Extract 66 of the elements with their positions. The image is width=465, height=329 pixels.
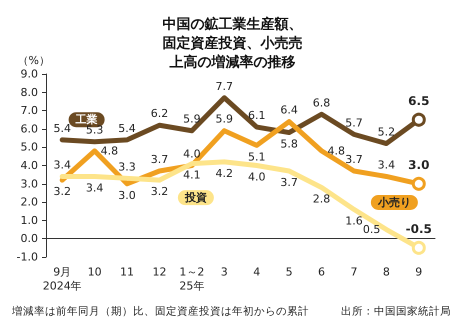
x-tick-label: 4 [253, 266, 260, 278]
x-tick-label: 9月 2024年 [42, 266, 82, 292]
data-label: 5.8 [280, 138, 298, 151]
x-tick-label: 5 [286, 266, 293, 278]
series-label: 小売り [376, 196, 411, 209]
text: 増減率は前年同月（期）比、固定資産投資は年初からの累計 [11, 304, 309, 318]
x-tick-label: 6 [318, 266, 326, 278]
data-label: 0.5 [362, 223, 380, 236]
x-tick-label: 12 [152, 266, 166, 278]
data-label: 5.1 [248, 150, 266, 164]
data-label: 5.4 [53, 122, 71, 135]
data-label: 4.2 [216, 166, 234, 180]
data-label: 4.8 [328, 144, 346, 158]
data-label: 3.7 [150, 152, 168, 166]
data-label: 3.7 [345, 152, 363, 166]
y-tick-label: 6.0 [20, 122, 38, 136]
y-tick-label: 5.0 [20, 140, 38, 154]
series-label: 工業 [74, 113, 98, 126]
y-tick-label: 8.0 [20, 86, 38, 99]
x-tick-label: 11 [120, 266, 134, 278]
data-label: 6.5 [408, 94, 430, 108]
text: 出所：中国国家統計局 [341, 304, 451, 318]
data-label: 5.9 [216, 112, 234, 126]
data-label: 3.4 [86, 181, 104, 194]
x-tick-label: 7 [350, 266, 358, 278]
data-label: 4.0 [183, 148, 201, 160]
y-tick-label: 7.0 [20, 104, 38, 118]
data-label: -0.5 [406, 222, 432, 236]
x-tick-label: 10 [88, 266, 102, 278]
y-tick-label: 4.0 [20, 159, 38, 172]
data-label: 6.1 [248, 109, 266, 122]
data-label: 6.8 [312, 96, 330, 110]
y-tick-label: 9.0 [20, 68, 38, 80]
data-label: 3.2 [150, 185, 168, 198]
data-label: 3.0 [118, 188, 136, 202]
y-tick-label: 0.0 [20, 232, 38, 246]
data-label: 5.9 [183, 112, 201, 126]
y-tick-label: 2.0 [20, 196, 38, 209]
data-label: 6.2 [150, 107, 168, 120]
data-label: 5.2 [378, 126, 396, 139]
data-label: 5.3 [86, 124, 104, 137]
data-label: 3.3 [118, 160, 136, 174]
chart-title: 中国の鉱工業生産額、固定資産投資、小売売上高の増減率の推移 [162, 16, 302, 70]
data-label: 3.7 [280, 176, 298, 189]
data-label: 6.4 [280, 104, 298, 117]
x-tick-label: 8 [382, 266, 390, 278]
data-label: 2.8 [312, 192, 330, 206]
data-label: 5.4 [118, 122, 136, 135]
data-label: 5.7 [345, 116, 363, 130]
data-label: 3.0 [408, 158, 430, 172]
data-label: 3.4 [53, 158, 71, 172]
x-tick-label: 1～2 25年 [179, 266, 204, 292]
data-label: 4.8 [100, 144, 118, 158]
y-axis-title: （%） [18, 54, 50, 67]
y-tick-label: -1.0 [16, 250, 38, 264]
data-label: 4.0 [248, 170, 266, 184]
data-label: 1.6 [345, 214, 363, 228]
series-label: 投資 [184, 191, 207, 204]
data-label: 3.4 [378, 158, 396, 172]
x-tick-label: 9 [415, 266, 422, 278]
data-label: 3.2 [53, 185, 71, 198]
x-tick-label: 3 [220, 266, 228, 278]
y-tick-label: 3.0 [20, 177, 38, 190]
data-label: 4.1 [183, 168, 201, 182]
data-label: 7.7 [216, 80, 234, 93]
y-tick-label: 1.0 [20, 214, 38, 227]
